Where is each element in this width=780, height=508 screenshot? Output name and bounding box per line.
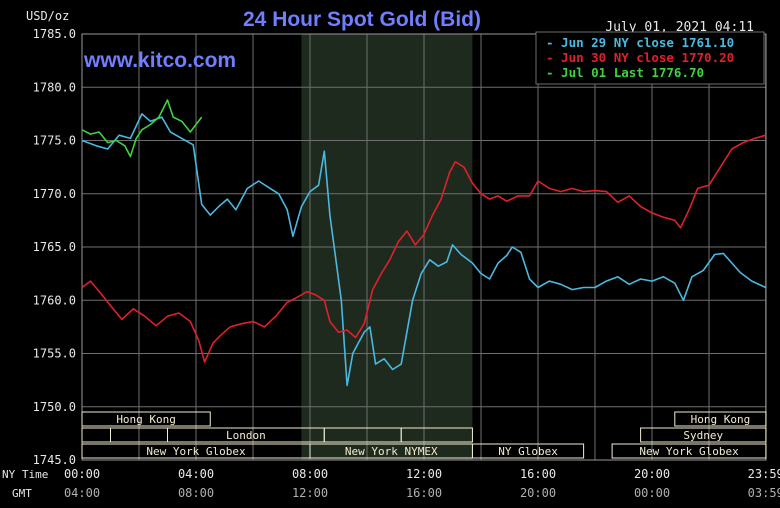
- session-bar: [471, 443, 585, 459]
- plot-frame: [81, 33, 767, 461]
- legend-box: [535, 31, 765, 85]
- y-tick-label: 1750.0: [33, 400, 76, 414]
- legend: - Jun 29 NY close 1761.10- Jun 30 NY clo…: [535, 31, 765, 85]
- y-tick-label: 1765.0: [33, 240, 76, 254]
- x-tick-label-ny: 20:00: [634, 467, 670, 481]
- chart-datetime: July 01, 2021 04:11: [605, 20, 754, 35]
- x-tick-label-gmt: 08:00: [178, 486, 214, 500]
- x-tick-label-gmt: 03:59: [748, 486, 780, 500]
- x-tick-label-ny: 00:00: [64, 467, 100, 481]
- y-tick-label: 1770.0: [33, 187, 76, 201]
- x-tick-label-ny: 08:00: [292, 467, 328, 481]
- watermark: www.kitco.com: [83, 49, 236, 72]
- y-tick-label: 1780.0: [33, 80, 76, 94]
- x-tick-label-gmt: 04:00: [64, 486, 100, 500]
- session-label: NY Globex: [498, 445, 558, 458]
- legend-entry: - Jun 29 NY close 1761.10: [546, 35, 734, 50]
- series-line-2: [81, 134, 766, 363]
- session-label: Hong Kong: [116, 413, 176, 426]
- session-label: New York Globex: [639, 445, 739, 458]
- y-tick-label: 1755.0: [33, 347, 76, 361]
- y-axis-unit: USD/oz: [26, 9, 69, 23]
- chart-title: 24 Hour Spot Gold (Bid): [243, 8, 481, 31]
- session-label: Sydney: [683, 429, 723, 442]
- x-row-label-ny: NY Time: [2, 468, 48, 481]
- legend-entry: - Jul 01 Last 1776.70: [546, 65, 704, 80]
- session-bar: [400, 427, 473, 443]
- x-tick-label-gmt: 00:00: [634, 486, 670, 500]
- session-label: Hong Kong: [691, 413, 751, 426]
- y-tick-label: 1745.0: [33, 453, 76, 467]
- x-tick-label-ny: 12:00: [406, 467, 442, 481]
- session-bar: [611, 443, 767, 459]
- axes: 1785.0 1780.0 1775.0 1770.0 1765.0 1760.0 1755…: [2, 27, 780, 500]
- x-tick-label-ny: 16:00: [520, 467, 556, 481]
- x-tick-label-gmt: 20:00: [520, 486, 556, 500]
- session-bar: [674, 411, 767, 427]
- legend-entry: - Jun 30 NY close 1770.20: [546, 50, 734, 65]
- x-row-label-gmt: GMT: [12, 487, 32, 500]
- series-line-3: [81, 99, 203, 158]
- x-tick-label-ny: 23:59: [748, 467, 780, 481]
- session-bar: [110, 427, 168, 443]
- session-label: New York NYMEX: [345, 445, 438, 458]
- session-bar: [81, 411, 211, 427]
- x-tick-label-gmt: 12:00: [292, 486, 328, 500]
- y-tick-label: 1785.0: [33, 27, 76, 41]
- session-bar: [640, 427, 767, 443]
- y-tick-label: 1775.0: [33, 134, 76, 148]
- series-line-1: [81, 113, 767, 387]
- series-layer: [81, 99, 767, 387]
- x-tick-label-gmt: 16:00: [406, 486, 442, 500]
- session-label: New York Globex: [146, 445, 246, 458]
- grid: [81, 33, 767, 461]
- session-label: London: [226, 429, 266, 442]
- x-tick-label-ny: 04:00: [178, 467, 214, 481]
- y-tick-label: 1760.0: [33, 293, 76, 307]
- trading-sessions: Hong Kong London New York Globex New York N…: [81, 411, 767, 459]
